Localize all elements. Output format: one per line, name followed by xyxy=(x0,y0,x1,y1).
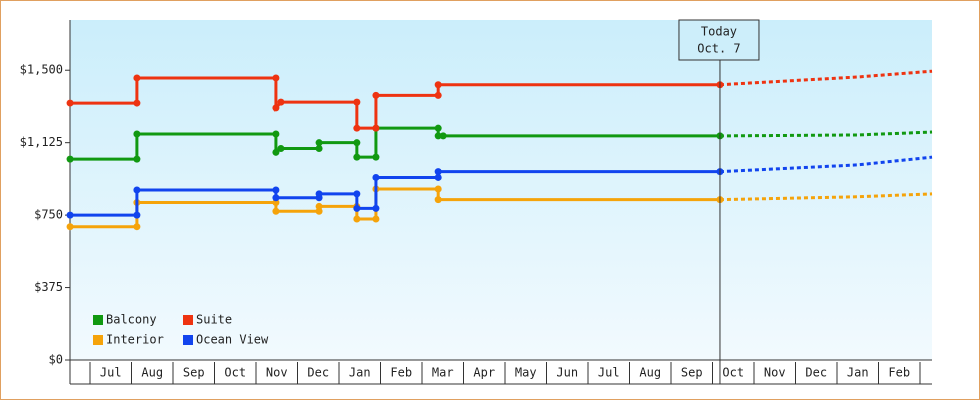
point xyxy=(66,223,74,231)
point xyxy=(66,99,74,107)
legend-swatch xyxy=(183,335,193,345)
point xyxy=(133,99,141,107)
x-tick-label: Aug xyxy=(639,366,661,380)
point xyxy=(133,211,141,219)
point xyxy=(133,155,141,163)
point xyxy=(353,215,361,223)
x-tick-label: Nov xyxy=(764,366,786,380)
y-tick-label: $1,125 xyxy=(20,135,63,149)
x-tick-label: Nov xyxy=(266,366,288,380)
point xyxy=(353,153,361,161)
point xyxy=(434,132,442,140)
point xyxy=(133,223,141,231)
x-tick-label: Mar xyxy=(432,366,454,380)
point xyxy=(315,190,323,198)
point xyxy=(372,173,380,181)
x-tick-label: Dec xyxy=(307,366,329,380)
point xyxy=(372,215,380,223)
forecast-line xyxy=(719,155,933,174)
today-label: Today xyxy=(701,25,737,39)
point xyxy=(353,139,361,147)
point xyxy=(315,144,323,152)
y-tick-label: $375 xyxy=(34,280,63,294)
point xyxy=(353,98,361,106)
point xyxy=(372,124,380,132)
point xyxy=(272,186,280,194)
point xyxy=(434,173,442,181)
legend-label: Balcony xyxy=(106,313,157,327)
forecast-line xyxy=(719,69,933,87)
x-tick-label: Jun xyxy=(556,366,578,380)
x-tick-label: Dec xyxy=(805,366,827,380)
point xyxy=(372,204,380,212)
series-line xyxy=(70,187,720,229)
x-tick-label: Oct xyxy=(224,366,246,380)
point xyxy=(434,185,442,193)
point xyxy=(434,81,442,89)
x-tick-label: Sep xyxy=(681,366,703,380)
point xyxy=(434,168,442,176)
legend-label: Suite xyxy=(196,313,232,327)
x-tick-label: Jul xyxy=(598,366,620,380)
point xyxy=(353,204,361,212)
today-box xyxy=(678,19,760,61)
x-tick-label: May xyxy=(515,366,537,380)
point xyxy=(272,74,280,82)
point xyxy=(372,153,380,161)
series-line xyxy=(70,170,720,217)
point xyxy=(272,130,280,138)
point xyxy=(353,124,361,132)
point xyxy=(133,130,141,138)
x-tick-label: Jan xyxy=(349,366,371,380)
point xyxy=(315,207,323,215)
point xyxy=(439,132,447,140)
point xyxy=(315,139,323,147)
y-tick-label: $0 xyxy=(49,353,63,367)
today-date: Oct. 7 xyxy=(697,42,740,56)
x-tick-label: Sep xyxy=(183,366,205,380)
legend-swatch xyxy=(183,315,193,325)
point xyxy=(272,199,280,207)
point xyxy=(434,124,442,132)
point xyxy=(434,91,442,99)
x-tick-label: Apr xyxy=(473,366,495,380)
legend-label: Interior xyxy=(106,333,164,347)
legend-label: Ocean View xyxy=(196,333,269,347)
point xyxy=(372,91,380,99)
x-tick-label: Jul xyxy=(100,366,122,380)
x-tick-label: Feb xyxy=(390,366,412,380)
layer: $0 $375 $750 $1,125 $1,500 Jul Aug Sep Oct Nov Dec… xyxy=(20,19,933,384)
point xyxy=(272,207,280,215)
y-tick-label: $1,500 xyxy=(20,63,63,77)
point xyxy=(434,196,442,204)
point xyxy=(353,190,361,198)
y-tick-label: $750 xyxy=(34,208,63,222)
series-line xyxy=(70,126,720,161)
point xyxy=(272,194,280,202)
point xyxy=(133,186,141,194)
point xyxy=(272,104,280,112)
forecast-line xyxy=(719,192,933,202)
point xyxy=(315,202,323,210)
x-tick-label: Feb xyxy=(888,366,910,380)
point xyxy=(272,148,280,156)
point xyxy=(66,211,74,219)
x-tick-label: Jan xyxy=(847,366,869,380)
legend-swatch xyxy=(93,335,103,345)
point xyxy=(66,155,74,163)
point xyxy=(133,74,141,82)
legend-swatch xyxy=(93,315,103,325)
x-tick-label: Aug xyxy=(141,366,163,380)
point xyxy=(277,144,285,152)
forecast-line xyxy=(719,130,933,138)
x-tick-label: Oct xyxy=(722,366,744,380)
point xyxy=(277,98,285,106)
